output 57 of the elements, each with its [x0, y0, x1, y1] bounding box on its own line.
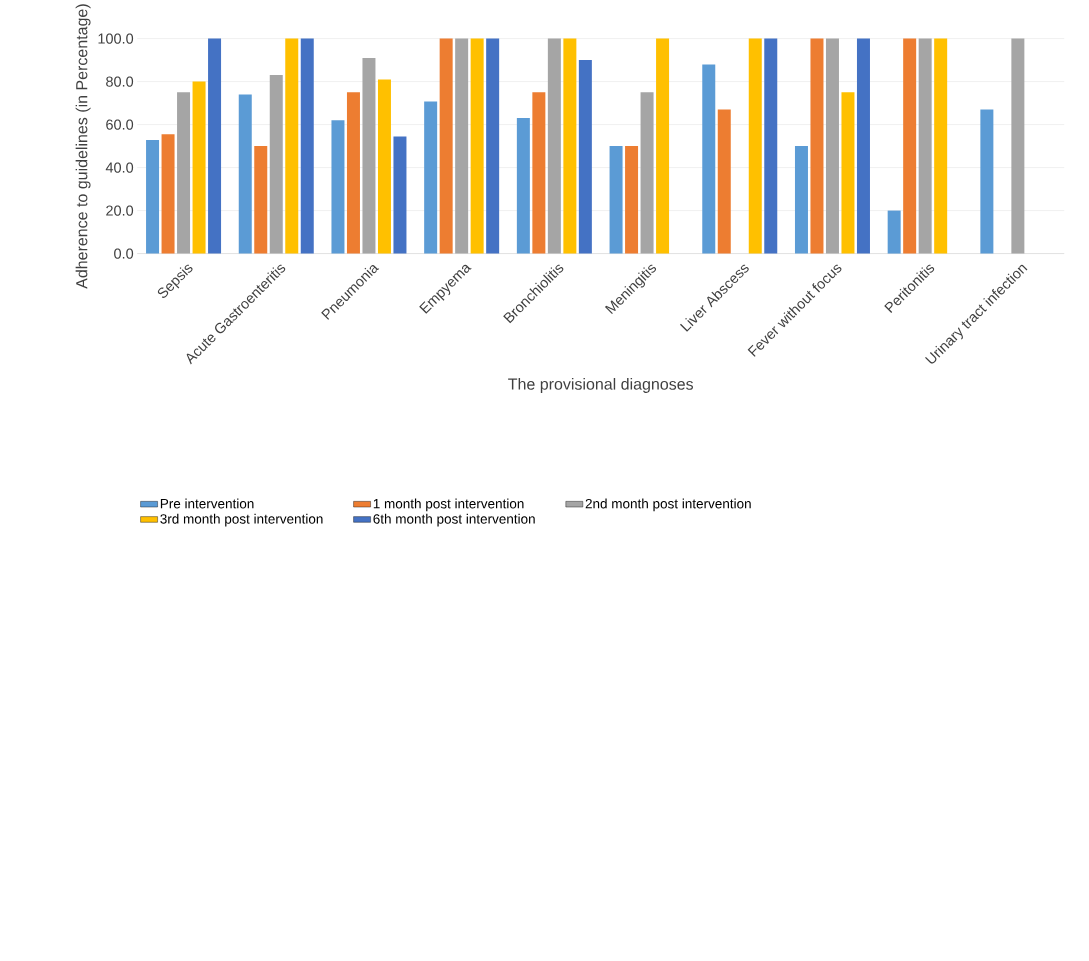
legend-label: 1 month post intervention	[373, 498, 524, 512]
bar	[532, 92, 546, 254]
bar	[903, 38, 917, 254]
bar	[393, 136, 407, 254]
bar	[470, 38, 484, 254]
bar	[980, 109, 994, 254]
y-tick-label: 40.0	[105, 162, 134, 173]
bar	[625, 146, 639, 254]
legend-label: 3rd month post intervention	[160, 513, 323, 527]
bar	[547, 38, 561, 254]
bar	[486, 38, 500, 254]
bar	[656, 38, 670, 254]
bar	[146, 140, 160, 254]
y-tick-label: 60.0	[106, 119, 134, 130]
bar	[609, 146, 623, 254]
bar	[346, 92, 360, 254]
bar	[748, 38, 762, 254]
bar	[254, 146, 268, 254]
bar	[192, 81, 206, 254]
bar	[269, 75, 283, 254]
bar	[377, 79, 391, 254]
bar	[887, 210, 901, 254]
bar	[825, 38, 839, 254]
bar	[455, 38, 469, 254]
y-tick-label: 20.0	[106, 205, 134, 216]
y-tick-label: 100.0	[98, 33, 134, 44]
bar	[640, 92, 654, 254]
bar	[702, 64, 716, 254]
x-axis-title: The provisional diagnoses	[508, 378, 694, 393]
legend-label: Pre intervention	[160, 498, 254, 509]
bar	[578, 60, 592, 254]
bar	[764, 38, 778, 254]
bar	[856, 38, 870, 254]
bar	[439, 38, 453, 254]
bar	[362, 57, 376, 254]
bar	[161, 134, 175, 254]
bar	[238, 94, 252, 254]
y-tick-label: 80.0	[106, 76, 134, 87]
legend-label: 6th month post intervention	[373, 513, 535, 527]
bar	[810, 38, 824, 254]
bar	[563, 38, 577, 254]
bar	[717, 109, 731, 254]
y-axis-title: Adherence to guidelines (in Percentage)	[75, 4, 91, 289]
bar	[516, 118, 530, 254]
legend-label: 2nd month post intervention	[585, 498, 751, 512]
bar	[841, 92, 855, 254]
bar	[918, 38, 932, 254]
bar	[285, 38, 299, 254]
bar	[934, 38, 948, 254]
bar	[424, 101, 438, 254]
bar	[1011, 38, 1025, 254]
bar	[208, 38, 222, 254]
bar	[794, 146, 808, 254]
bar	[300, 38, 314, 254]
bar	[331, 120, 345, 254]
y-tick-label: 0.0	[114, 248, 134, 259]
bar	[177, 92, 191, 254]
